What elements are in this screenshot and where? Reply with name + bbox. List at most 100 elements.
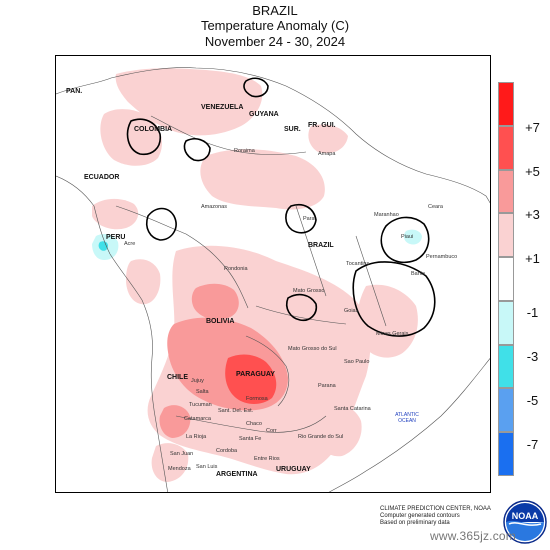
region-label-bahia: Bahia <box>411 271 426 277</box>
anomaly-area-east-brazil <box>357 284 418 358</box>
legend-swatch <box>498 432 514 476</box>
region-label-tucuman: Tucuman <box>189 402 212 408</box>
anomaly-area-bolivia-west <box>131 264 160 300</box>
country-label-bolivia: BOLIVIA <box>206 318 235 325</box>
legend-label-plus3: +3 <box>525 207 540 222</box>
anomaly-area-south-br <box>318 404 362 457</box>
contour-1 <box>126 118 162 156</box>
region-label-salta: Salta <box>196 389 209 395</box>
legend-label-minus5: -5 <box>526 393 539 408</box>
region-label-tocantins: Tocantins <box>346 261 370 267</box>
region-label-parana: Parana <box>318 383 336 389</box>
region-label-rondonia: Rondonia <box>224 266 248 272</box>
border-brazil-west <box>115 205 249 309</box>
legend-label-plus5: +5 <box>525 164 540 179</box>
region-label-jujuy: Jujuy <box>191 378 204 384</box>
legend-swatch <box>498 300 514 345</box>
region-label-para: Para <box>303 216 315 222</box>
anomaly-area-nw-argentina <box>159 405 191 438</box>
region-label-rio-grande-do-sul: Rio Grande do Sul <box>298 434 344 440</box>
region-label-maranhao: Maranhao <box>374 212 399 218</box>
noaa-logo: NOAA <box>503 500 547 544</box>
country-label-ecuador: ECUADOR <box>84 174 120 181</box>
coastline-and-borders <box>56 67 490 492</box>
credits-line-3: Based on preliminary data <box>380 520 450 526</box>
map-title: BRAZIL <box>252 3 298 18</box>
border-argentina <box>175 415 327 433</box>
country-label-argentina: ARGENTINA <box>216 471 258 478</box>
region-label-catamarca: Catamarca <box>184 416 211 422</box>
legend-swatch <box>498 257 514 301</box>
anomaly-area-nne <box>308 124 348 154</box>
anomaly-area-north-peru <box>92 198 139 230</box>
region-label-mendoza: Mendoza <box>168 466 191 472</box>
country-label-suriname: SUR. <box>284 126 301 133</box>
country-label-panama: PAN. <box>66 88 83 95</box>
region-label-entre-rios: Entre Rios <box>254 456 280 462</box>
region-label-sao-paulo: Sao Paulo <box>344 359 370 365</box>
region-label-san-juan: San Juan <box>170 451 194 457</box>
coastline <box>56 67 490 492</box>
country-label-french-guiana: FR. GUI. <box>308 122 336 129</box>
legend-label-minus3: -3 <box>526 349 539 364</box>
map-canvas <box>56 67 490 492</box>
region-label-ceara: Ceara <box>428 204 443 210</box>
legend-label-minus1: -1 <box>526 305 539 320</box>
contour-lines <box>126 77 436 337</box>
legend-label-minus7: -7 <box>526 437 539 452</box>
legend-swatch <box>498 388 514 433</box>
credits-line-1: CLIMATE PREDICTION CENTER, NOAA <box>380 506 491 512</box>
region-label-acre: Acre <box>124 241 136 247</box>
border-paraguay <box>245 335 290 407</box>
region-label-cordoba: Cordoba <box>216 448 238 454</box>
country-label-guyana: GUYANA <box>249 111 279 118</box>
region-label-goias: Goias <box>344 308 359 314</box>
watermark: www.365jz.com <box>430 529 516 543</box>
border-states <box>255 205 387 327</box>
map-date-range: November 24 - 30, 2024 <box>204 34 346 49</box>
region-label-santiago-del-estero: Sant. Del. Est. <box>218 408 254 414</box>
region-label-chaco: Chaco <box>246 421 262 427</box>
anomaly-fills <box>92 68 422 482</box>
noaa-logo-text: NOAA <box>512 511 539 521</box>
legend-swatch <box>498 82 514 126</box>
anomaly-area-paraguay-hot <box>225 354 277 404</box>
anomaly-area-amazon <box>200 149 325 210</box>
border-brazil-north <box>150 115 307 155</box>
region-label-san-luis: San Luis <box>196 464 218 470</box>
region-label-amazonas: Amazonas <box>201 204 227 210</box>
legend-swatch <box>498 169 514 214</box>
country-label-brazil: BRAZIL <box>308 242 334 249</box>
anomaly-area-argentina <box>151 443 189 482</box>
legend-swatch <box>498 125 514 170</box>
country-label-chile: CHILE <box>167 374 188 381</box>
ocean-label: ATLANTIC OCEAN <box>395 412 419 424</box>
region-label-mato-grosso-do-sul: Mato Grosso do Sul <box>288 346 337 352</box>
legend-swatch <box>498 344 514 389</box>
color-legend <box>498 82 514 476</box>
region-label-santa-fe: Santa Fe <box>239 436 262 442</box>
contour-3 <box>285 204 317 234</box>
anomaly-area-bolivia-warm <box>191 283 239 320</box>
country-label-venezuela: VENEZUELA <box>201 104 244 111</box>
region-label-piaui: Piaui <box>401 234 414 240</box>
legend-label-plus1: +1 <box>525 251 540 266</box>
contour-2 <box>145 207 177 241</box>
region-label-pernambuco: Pernambuco <box>426 254 458 260</box>
country-label-uruguay: URUGUAY <box>276 466 311 473</box>
region-label-corrientes: Corr <box>266 428 277 434</box>
legend-swatch <box>498 213 514 258</box>
region-label-minas-gerais: Minas Gerais <box>376 331 409 337</box>
map-subtitle: Temperature Anomaly (C) <box>200 18 350 33</box>
anomaly-area-colombia <box>100 109 162 166</box>
contour-4 <box>380 216 430 264</box>
country-label-paraguay: PARAGUAY <box>236 371 275 378</box>
region-label-formosa: Formosa <box>246 396 268 402</box>
region-label-amapa: Amapa <box>318 151 336 157</box>
region-label-roraima: Roraima <box>234 148 255 154</box>
region-label-santa-catarina: Santa Catarina <box>334 406 371 412</box>
region-label-mato-grosso: Mato Grosso <box>293 288 325 294</box>
anomaly-map: PAN. VENEZUELA COLOMBIA GUYANA SUR. FR. … <box>55 55 491 493</box>
region-label-la-rioja: La Rioja <box>186 434 207 440</box>
anomaly-area-ne-cold <box>403 229 422 245</box>
